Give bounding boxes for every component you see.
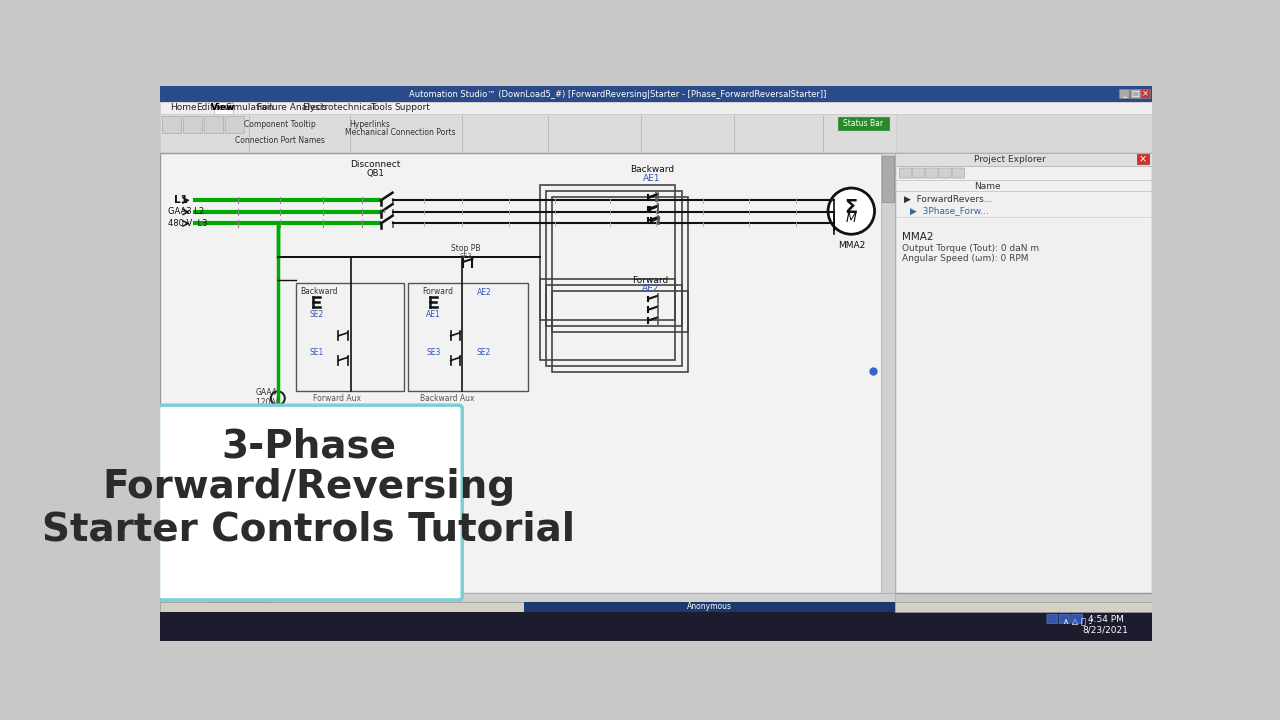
Text: Tools: Tools — [370, 104, 392, 112]
Text: L1: L1 — [174, 195, 188, 205]
Text: 3-Phase: 3-Phase — [221, 428, 397, 466]
Text: □: □ — [1132, 89, 1139, 98]
Text: Support: Support — [394, 104, 430, 112]
Text: Project Explorer: Project Explorer — [974, 155, 1046, 164]
FancyBboxPatch shape — [225, 117, 244, 133]
Text: AE2: AE2 — [641, 284, 659, 292]
Text: Status Bar: Status Bar — [842, 119, 883, 128]
FancyBboxPatch shape — [925, 168, 938, 178]
FancyBboxPatch shape — [214, 102, 233, 114]
FancyBboxPatch shape — [952, 168, 964, 178]
FancyBboxPatch shape — [900, 168, 911, 178]
FancyBboxPatch shape — [525, 603, 895, 611]
FancyBboxPatch shape — [895, 153, 1152, 593]
Text: AE2: AE2 — [476, 288, 492, 297]
FancyBboxPatch shape — [895, 153, 1152, 166]
Text: MMA2: MMA2 — [902, 232, 934, 241]
FancyBboxPatch shape — [160, 102, 1152, 114]
Text: Hyperlinks: Hyperlinks — [349, 120, 389, 130]
FancyBboxPatch shape — [206, 594, 269, 601]
Text: 8/23/2021: 8/23/2021 — [1083, 626, 1129, 634]
Text: ▶  3Phase_Forw...: ▶ 3Phase_Forw... — [910, 206, 989, 215]
FancyBboxPatch shape — [1130, 89, 1139, 98]
Text: GAA3 L2: GAA3 L2 — [168, 207, 204, 217]
Text: SE2: SE2 — [477, 348, 492, 356]
Text: View: View — [211, 104, 236, 112]
Text: View: View — [211, 104, 233, 112]
Text: Backward: Backward — [300, 287, 338, 297]
FancyBboxPatch shape — [1060, 614, 1070, 624]
Text: Simulation: Simulation — [225, 104, 274, 112]
FancyBboxPatch shape — [159, 405, 462, 600]
Text: Output Torque (Tout): 0 daN m: Output Torque (Tout): 0 daN m — [902, 243, 1039, 253]
Circle shape — [828, 188, 874, 234]
FancyBboxPatch shape — [183, 117, 202, 133]
Text: Name: Name — [974, 182, 1001, 191]
FancyBboxPatch shape — [938, 168, 951, 178]
FancyBboxPatch shape — [895, 603, 1152, 611]
FancyBboxPatch shape — [1137, 154, 1149, 164]
Text: SE3: SE3 — [426, 348, 440, 356]
Text: Edit: Edit — [196, 104, 214, 112]
Text: ∧ △ ⓔ ♪: ∧ △ ⓔ ♪ — [1062, 618, 1094, 627]
FancyBboxPatch shape — [163, 117, 182, 133]
Text: Stop PB: Stop PB — [452, 243, 481, 253]
Text: Backward Aux: Backward Aux — [420, 394, 474, 402]
Text: ▶  ForwardRevers...: ▶ ForwardRevers... — [904, 195, 992, 204]
Text: Disconnect: Disconnect — [351, 161, 401, 169]
FancyBboxPatch shape — [160, 593, 895, 603]
Text: ×: × — [1142, 89, 1149, 98]
Text: MMA2: MMA2 — [837, 240, 865, 250]
Text: Mechanical Connection Ports: Mechanical Connection Ports — [344, 128, 456, 137]
Text: Anonymous: Anonymous — [687, 603, 732, 611]
Text: GAA4: GAA4 — [256, 387, 278, 397]
Text: SE1: SE1 — [310, 348, 324, 356]
FancyBboxPatch shape — [1071, 614, 1083, 624]
Text: ×: × — [1139, 155, 1147, 165]
Text: Failure Analysis: Failure Analysis — [257, 104, 326, 112]
FancyBboxPatch shape — [205, 117, 224, 133]
Text: AE1: AE1 — [426, 310, 440, 319]
Text: Forward: Forward — [422, 287, 453, 297]
Text: Starter Controls Tutorial: Starter Controls Tutorial — [42, 510, 575, 548]
FancyBboxPatch shape — [160, 86, 1152, 102]
Text: L1: L1 — [379, 209, 387, 214]
FancyBboxPatch shape — [160, 114, 896, 153]
Text: Electrotechnical: Electrotechnical — [302, 104, 375, 112]
Text: Automation Studio™ (DownLoad5_#) [ForwardReversing|Starter - [Phase_ForwardRever: Automation Studio™ (DownLoad5_#) [Forwar… — [408, 89, 826, 99]
Text: QB1: QB1 — [366, 169, 384, 178]
FancyBboxPatch shape — [896, 114, 1152, 153]
Text: Connection Port Names: Connection Port Names — [236, 136, 325, 145]
Text: Forward/Reversing: Forward/Reversing — [102, 468, 516, 505]
Text: 120 V: 120 V — [256, 397, 278, 407]
Text: Forward: Forward — [632, 276, 668, 285]
FancyBboxPatch shape — [160, 153, 895, 593]
Text: Component Tooltip: Component Tooltip — [244, 120, 316, 130]
FancyBboxPatch shape — [881, 153, 895, 593]
FancyBboxPatch shape — [1047, 614, 1057, 624]
FancyBboxPatch shape — [1120, 89, 1129, 98]
Text: _: _ — [1123, 89, 1126, 98]
FancyBboxPatch shape — [160, 603, 895, 611]
FancyBboxPatch shape — [160, 611, 1152, 641]
Text: Angular Speed (ωm): 0 RPM: Angular Speed (ωm): 0 RPM — [902, 253, 1029, 263]
Text: AE1: AE1 — [644, 174, 660, 183]
Text: M: M — [846, 212, 856, 225]
FancyBboxPatch shape — [1142, 89, 1151, 98]
Text: SF3: SF3 — [460, 253, 472, 258]
FancyBboxPatch shape — [838, 117, 888, 130]
FancyBboxPatch shape — [882, 156, 893, 202]
FancyBboxPatch shape — [913, 168, 925, 178]
Text: Σ: Σ — [845, 198, 858, 217]
Text: 4:54 PM: 4:54 PM — [1088, 615, 1124, 624]
Text: Forward Aux: Forward Aux — [312, 394, 361, 402]
Text: SE2: SE2 — [310, 310, 324, 319]
Text: 480 V  L3: 480 V L3 — [168, 219, 207, 228]
Text: Backward: Backward — [630, 165, 675, 174]
Text: Home: Home — [170, 104, 197, 112]
